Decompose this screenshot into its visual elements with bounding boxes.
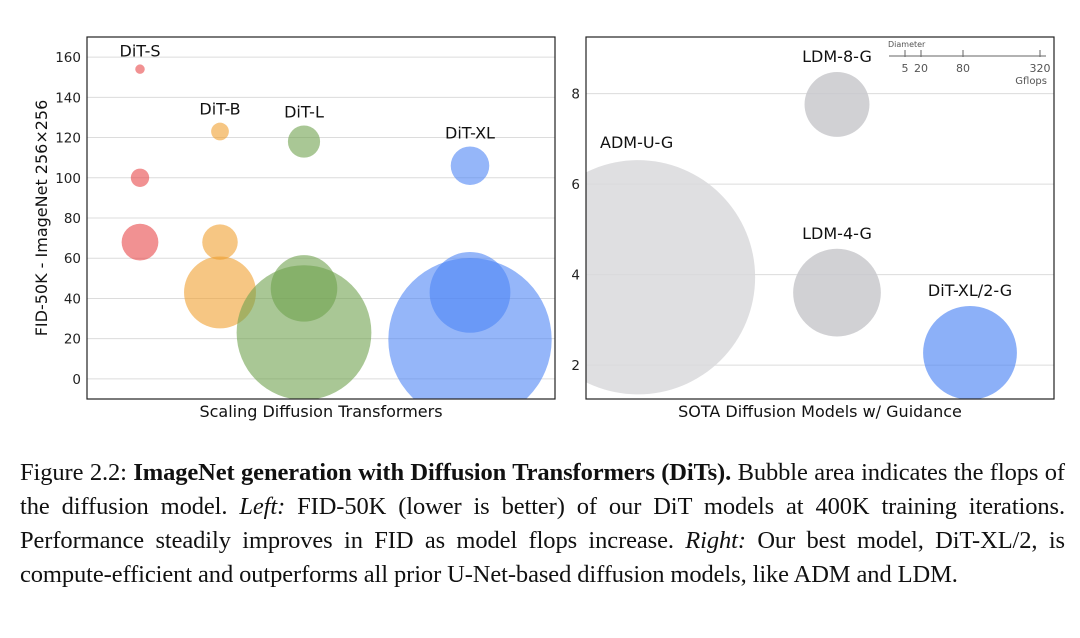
series-label-dit-l: DiT-L	[284, 102, 324, 121]
size-legend-tick-label: 5	[902, 62, 909, 75]
left-ytick-label: 160	[55, 50, 81, 66]
bubble-ldm-4-g	[793, 248, 881, 337]
right-yticks: 2 4 6 8	[571, 87, 580, 375]
size-legend-tick-label: 320	[1030, 62, 1051, 75]
left-bubbles	[121, 64, 552, 399]
bubble-label-ldm-4-g: LDM-4-G	[802, 224, 872, 243]
series-label-dit-xl: DiT-XL	[445, 123, 495, 142]
left-ytick-label: 40	[64, 291, 81, 307]
left-ytick-label: 60	[64, 251, 81, 267]
bubble-label-dit-xl-2-g: DiT-XL/2-G	[928, 281, 1012, 300]
figure-caption: Figure 2.2: ImageNet generation with Dif…	[20, 456, 1065, 592]
left-ytick-label: 20	[64, 332, 81, 348]
right-panel: 2 4 6 8 ADM-U-G LDM-8-G LDM-4-G DiT-XL/2-G Dia…	[571, 36, 1055, 421]
bubble-dit-s-1	[130, 168, 150, 187]
right-bubble-labels: ADM-U-G LDM-8-G LDM-4-G DiT-XL/2-G	[600, 47, 1012, 300]
right-x-axis-label: SOTA Diffusion Models w/ Guidance	[678, 402, 962, 421]
caption-text-3: Our best model, DiT-XL/2, is compute-eff…	[20, 527, 1065, 588]
caption-title: ImageNet generation with Diffusion Trans…	[133, 459, 732, 486]
bubble-dit-b-2	[184, 256, 256, 329]
bubble-label-ldm-8-g: LDM-8-G	[802, 47, 872, 66]
bubble-ldm-8-g	[804, 71, 870, 137]
right-ytick-label: 6	[571, 177, 580, 193]
bubble-dit-l-0	[287, 125, 321, 158]
right-ytick-label: 2	[571, 358, 580, 374]
size-legend-title: Diameter	[888, 40, 926, 49]
caption-label: Figure 2.2:	[20, 459, 127, 486]
left-ytick-label: 100	[55, 171, 81, 187]
bubble-dit-l-2	[236, 265, 372, 399]
left-x-axis-label: Scaling Diffusion Transformers	[199, 402, 442, 421]
bubble-dit-b-1	[202, 224, 238, 260]
size-legend: Diameter 5 20 80 320 Gflops	[888, 40, 1051, 87]
left-series-labels: DiT-S DiT-B DiT-L DiT-XL	[120, 41, 496, 142]
left-plot-frame	[86, 36, 556, 400]
left-yticks: 0 20 40 60 80 100 120 140 160	[55, 50, 81, 388]
size-legend-tick-label: 20	[914, 62, 928, 75]
bubble-dit-xl-2-g	[923, 305, 1017, 399]
size-legend-unit: Gflops	[1015, 76, 1047, 87]
bubble-adm-u-g	[586, 160, 756, 395]
caption-text-1: Bubble area indicates the flops of the d…	[20, 459, 1065, 520]
series-label-dit-s: DiT-S	[120, 41, 161, 60]
left-ytick-label: 140	[55, 90, 81, 106]
left-y-axis-label: FID-50K - ImageNet 256×256	[32, 100, 51, 337]
bubble-dit-xl-0	[450, 146, 490, 185]
left-ytick-label: 0	[72, 372, 81, 388]
left-ytick-label: 120	[55, 131, 81, 147]
bubble-dit-b-0	[211, 122, 229, 141]
size-legend-ticks: 5 20 80 320	[902, 50, 1051, 75]
right-ytick-label: 8	[571, 87, 580, 103]
right-bubbles	[586, 71, 1017, 399]
series-label-dit-b: DiT-B	[199, 100, 240, 119]
bubble-dit-s-2	[121, 223, 159, 261]
left-ytick-label: 80	[64, 211, 81, 227]
caption-right-label: Right:	[685, 527, 746, 554]
bubble-label-adm-u-g: ADM-U-G	[600, 133, 673, 152]
caption-text-2: FID-50K (lower is better) of our DiT mod…	[20, 493, 1065, 554]
left-gridlines	[87, 56, 555, 380]
caption-left-label: Left:	[239, 493, 286, 520]
right-ytick-label: 4	[571, 268, 580, 284]
size-legend-tick-label: 80	[956, 62, 970, 75]
bubble-dit-s-0	[135, 64, 145, 74]
bubble-dit-xl-2	[388, 258, 552, 399]
right-plot-frame	[585, 36, 1055, 400]
